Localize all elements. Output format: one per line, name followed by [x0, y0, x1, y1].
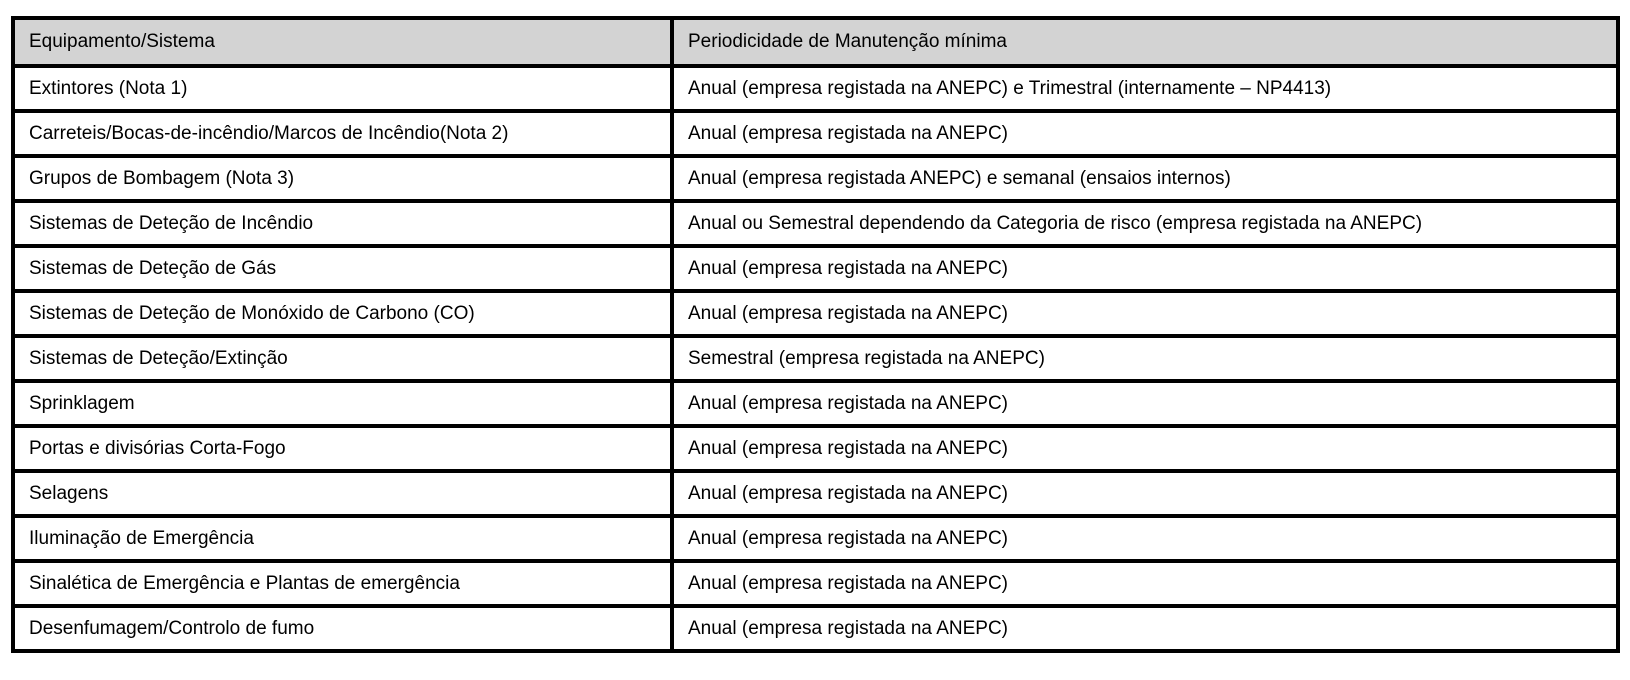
periodicity-cell: Semestral (empresa registada na ANEPC)	[670, 334, 1620, 383]
table-row: Sistemas de Deteção de Monóxido de Carbo…	[11, 289, 1620, 338]
equipment-cell: Desenfumagem/Controlo de fumo	[11, 604, 674, 653]
table-row: Sistemas de Deteção/Extinção Semestral (…	[11, 334, 1620, 383]
maintenance-table: Equipamento/Sistema Periodicidade de Man…	[11, 16, 1620, 653]
equipment-cell: Sistemas de Deteção de Incêndio	[11, 199, 674, 248]
periodicity-cell: Anual (empresa registada na ANEPC)	[670, 604, 1620, 653]
periodicity-cell: Anual (empresa registada na ANEPC) e Tri…	[670, 64, 1620, 113]
equipment-cell: Sprinklagem	[11, 379, 674, 428]
table-row: Carreteis/Bocas-de-incêndio/Marcos de In…	[11, 109, 1620, 158]
periodicity-cell: Anual ou Semestral dependendo da Categor…	[670, 199, 1620, 248]
equipment-cell: Portas e divisórias Corta-Fogo	[11, 424, 674, 473]
table-row: Grupos de Bombagem (Nota 3) Anual (empre…	[11, 154, 1620, 203]
equipment-cell: Iluminação de Emergência	[11, 514, 674, 563]
table-row: Desenfumagem/Controlo de fumo Anual (emp…	[11, 604, 1620, 653]
equipment-cell: Sistemas de Deteção/Extinção	[11, 334, 674, 383]
equipment-cell: Sistemas de Deteção de Gás	[11, 244, 674, 293]
table-row: Sprinklagem Anual (empresa registada na …	[11, 379, 1620, 428]
periodicity-cell: Anual (empresa registada na ANEPC)	[670, 379, 1620, 428]
periodicity-cell: Anual (empresa registada na ANEPC)	[670, 469, 1620, 518]
periodicity-cell: Anual (empresa registada na ANEPC)	[670, 424, 1620, 473]
equipment-cell: Sinalética de Emergência e Plantas de em…	[11, 559, 674, 608]
table-row: Iluminação de Emergência Anual (empresa …	[11, 514, 1620, 563]
table-row: Sistemas de Deteção de Gás Anual (empres…	[11, 244, 1620, 293]
header-row: Equipamento/Sistema Periodicidade de Man…	[11, 16, 1620, 68]
periodicity-cell: Anual (empresa registada na ANEPC)	[670, 514, 1620, 563]
table-row: Selagens Anual (empresa registada na ANE…	[11, 469, 1620, 518]
periodicity-cell: Anual (empresa registada na ANEPC)	[670, 244, 1620, 293]
equipment-cell: Sistemas de Deteção de Monóxido de Carbo…	[11, 289, 674, 338]
equipment-cell: Grupos de Bombagem (Nota 3)	[11, 154, 674, 203]
table-body: Extintores (Nota 1) Anual (empresa regis…	[11, 64, 1620, 653]
periodicity-cell: Anual (empresa registada na ANEPC)	[670, 289, 1620, 338]
header-periodicity: Periodicidade de Manutenção mínima	[670, 16, 1620, 68]
table-row: Extintores (Nota 1) Anual (empresa regis…	[11, 64, 1620, 113]
equipment-cell: Selagens	[11, 469, 674, 518]
table-row: Sinalética de Emergência e Plantas de em…	[11, 559, 1620, 608]
table-row: Portas e divisórias Corta-Fogo Anual (em…	[11, 424, 1620, 473]
table-row: Sistemas de Deteção de Incêndio Anual ou…	[11, 199, 1620, 248]
periodicity-cell: Anual (empresa registada na ANEPC)	[670, 559, 1620, 608]
periodicity-cell: Anual (empresa registada ANEPC) e semana…	[670, 154, 1620, 203]
periodicity-cell: Anual (empresa registada na ANEPC)	[670, 109, 1620, 158]
header-equipment: Equipamento/Sistema	[11, 16, 674, 68]
equipment-cell: Carreteis/Bocas-de-incêndio/Marcos de In…	[11, 109, 674, 158]
equipment-cell: Extintores (Nota 1)	[11, 64, 674, 113]
